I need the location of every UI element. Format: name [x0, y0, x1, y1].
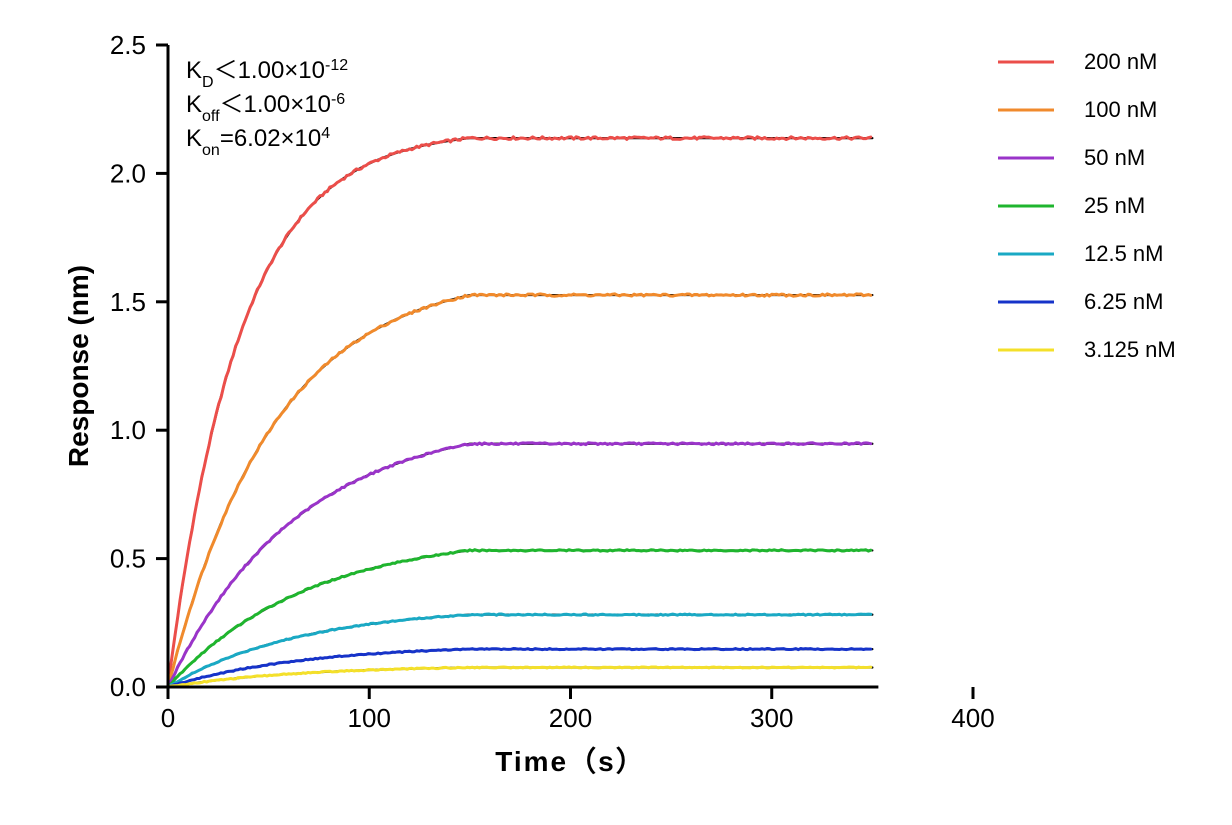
y-tick-label: 2.5 [110, 30, 146, 60]
chart-svg: 0 100 200 300 400 0.0 0.5 1.0 1.5 2.0 2.5 Time（s） Re… [0, 0, 1232, 825]
legend-label: 25 nM [1084, 193, 1145, 218]
legend-label: 50 nM [1084, 145, 1145, 170]
y-tick-label: 2.0 [110, 158, 146, 188]
x-tick-label: 400 [951, 703, 994, 733]
x-axis-label: Time（s） [495, 745, 645, 777]
y-tick-label: 1.0 [110, 415, 146, 445]
legend-label: 200 nM [1084, 49, 1157, 74]
x-tick-label: 300 [750, 703, 793, 733]
x-tick-label: 200 [549, 703, 592, 733]
legend-label: 3.125 nM [1084, 337, 1176, 362]
x-tick-label: 100 [348, 703, 391, 733]
y-tick-label: 1.5 [110, 287, 146, 317]
kinetics-chart: 0 100 200 300 400 0.0 0.5 1.0 1.5 2.0 2.5 Time（s） Re… [0, 0, 1232, 825]
y-tick-label: 0.5 [110, 544, 146, 574]
legend-label: 6.25 nM [1084, 289, 1164, 314]
legend-label: 100 nM [1084, 97, 1157, 122]
y-axis-label: Response (nm) [63, 265, 94, 467]
x-tick-label: 0 [161, 703, 175, 733]
y-tick-label: 0.0 [110, 672, 146, 702]
legend-label: 12.5 nM [1084, 241, 1164, 266]
